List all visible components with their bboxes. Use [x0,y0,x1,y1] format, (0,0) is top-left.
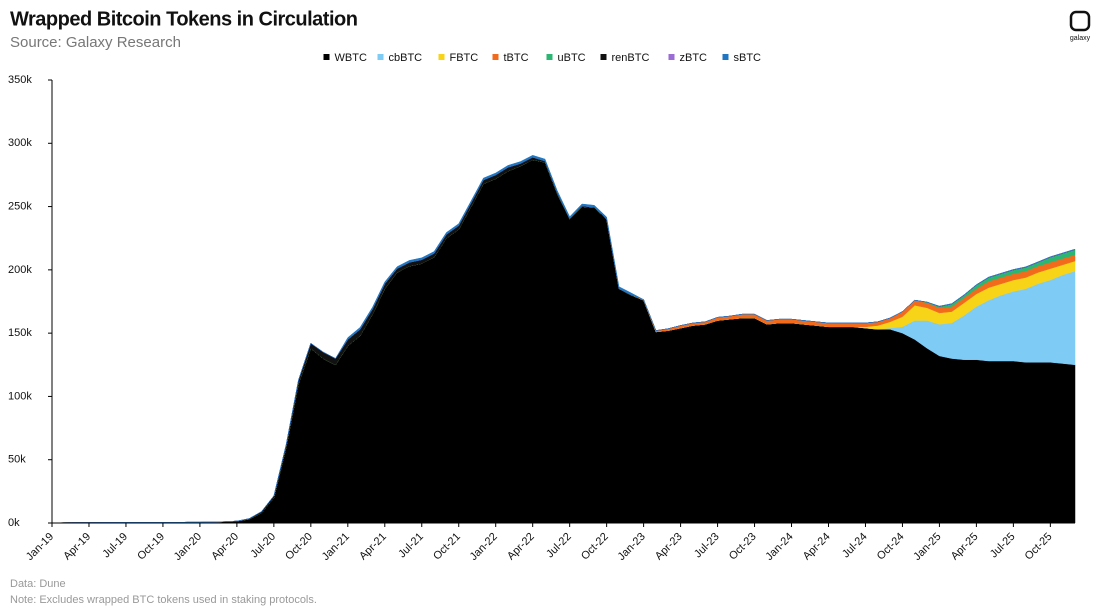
x-tick-label: Oct-24 [875,531,907,563]
legend-label: WBTC [335,52,367,64]
legend-swatch [722,54,729,60]
legend-label: tBTC [504,52,529,64]
legend-label: renBTC [612,52,650,64]
y-tick-label: 150k [8,327,32,339]
x-tick-label: Oct-21 [431,531,463,563]
legend-label: zBTC [680,52,708,64]
legend-swatch [600,54,607,60]
x-tick-label: Jul-24 [840,531,870,561]
logo-text: galaxy [1070,35,1091,42]
x-tick-label: Jan-23 [616,531,648,563]
x-tick-label: Apr-19 [61,531,93,563]
note: Note: Excludes wrapped BTC tokens used i… [10,594,317,606]
x-tick-label: Oct-22 [579,531,611,563]
x-tick-label: Oct-19 [135,531,167,563]
x-tick-label: Jan-22 [468,531,500,563]
y-tick-label: 200k [8,264,32,276]
x-tick-label: Oct-25 [1023,531,1055,563]
x-tick-label: Jul-22 [544,531,574,561]
x-tick-label: Jan-20 [172,531,204,563]
legend-swatch [323,54,330,60]
legend-label: FBTC [450,52,479,64]
x-tick-label: Jul-25 [988,531,1018,561]
logo-icon [1069,10,1091,32]
y-tick-label: 100k [8,390,32,402]
chart-subtitle: Source: Galaxy Research [10,34,181,51]
legend-label: uBTC [558,52,586,64]
x-tick-label: Apr-20 [209,531,241,563]
x-tick-label: Jan-25 [911,531,943,563]
x-tick-label: Oct-23 [727,531,759,563]
x-tick-label: Apr-23 [653,531,685,563]
legend-swatch [377,54,384,60]
legend-label: sBTC [734,52,762,64]
x-tick-label: Apr-25 [949,531,981,563]
legend-swatch [438,54,445,60]
x-tick-label: Jul-21 [396,531,426,561]
y-tick-label: 50k [8,454,26,466]
y-tick-label: 250k [8,200,32,212]
x-tick-label: Jul-20 [248,531,278,561]
legend-swatch [546,54,553,60]
legend-swatch [492,54,499,60]
x-tick-label: Jan-19 [24,531,56,563]
note: Data: Dune [10,578,66,590]
x-tick-label: Apr-22 [505,531,537,563]
y-tick-label: 350k [8,74,32,86]
x-tick-label: Jul-19 [100,531,130,561]
legend-label: cbBTC [389,52,423,64]
x-tick-label: Oct-20 [283,531,315,563]
legend-swatch [668,54,675,60]
y-tick-label: 300k [8,137,32,149]
chart-title: Wrapped Bitcoin Tokens in Circulation [10,8,357,30]
x-tick-label: Jan-21 [320,531,352,563]
y-tick-label: 0k [8,517,20,529]
x-tick-label: Jul-23 [692,531,722,561]
x-tick-label: Apr-21 [357,531,389,563]
x-tick-label: Apr-24 [801,531,833,563]
area [51,155,1076,524]
x-tick-label: Jan-24 [763,531,795,563]
